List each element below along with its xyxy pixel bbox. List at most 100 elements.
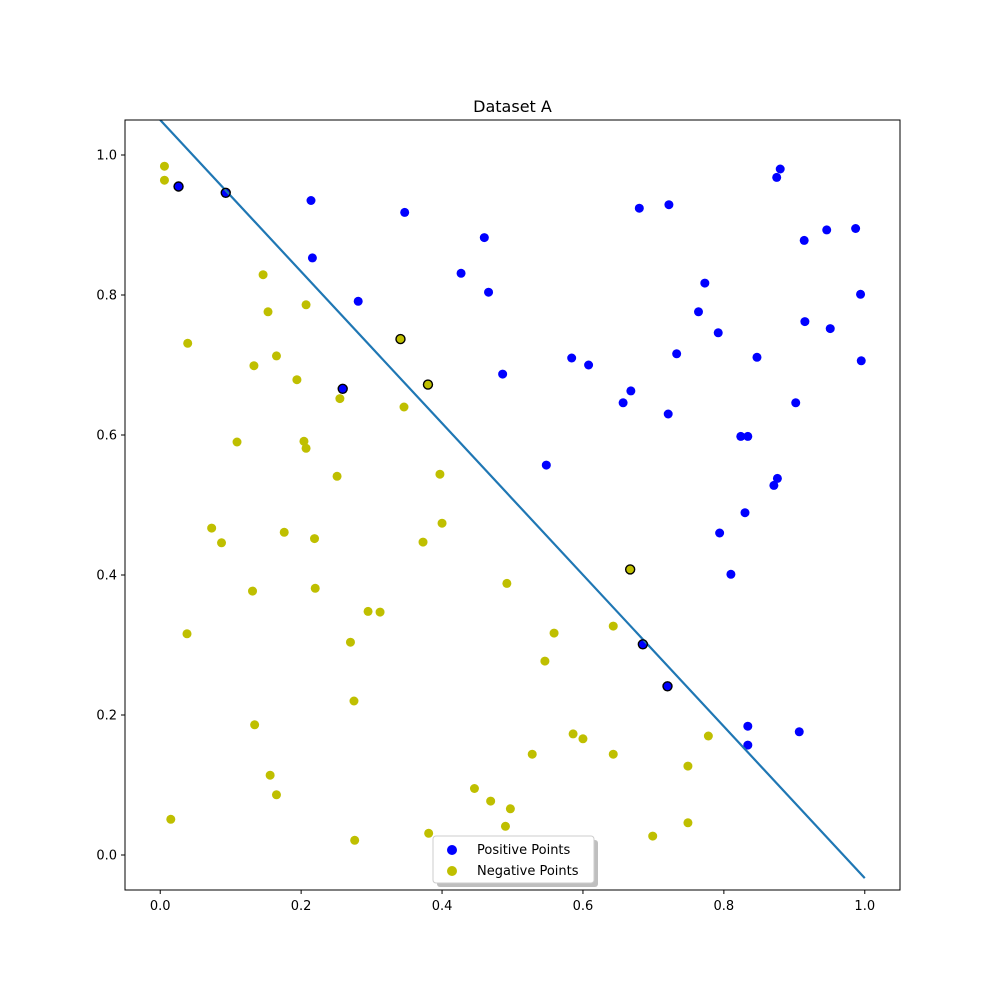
positive-point-39 [715,529,724,538]
negative-point-23 [438,519,447,528]
positive-point-29 [856,290,865,299]
negative-point-17 [435,470,444,479]
negative-point-36 [250,720,259,729]
positive-point-26 [800,236,809,245]
positive-point-43 [743,722,752,731]
positive-point-10 [498,370,507,379]
negative-point-0 [160,162,169,171]
negative-point-12 [400,403,409,412]
negative-point-7 [249,361,258,370]
negative-point-20 [280,528,289,537]
negative-point-35 [349,697,358,706]
x-tick-label-3: 0.6 [573,899,594,914]
negative-point-32 [540,657,549,666]
negative-point-41 [704,732,713,741]
x-tick-label-4: 0.8 [714,899,735,914]
negative-point-50 [648,832,657,841]
negative-point-29 [183,629,192,638]
negative-point-42 [683,762,692,771]
negative-point-48 [501,822,510,831]
negative-point-3 [302,300,311,309]
negative-point-47 [506,804,515,813]
positive-point-13 [542,461,551,470]
positive-point-25 [772,173,781,182]
positive-point-37 [769,481,778,490]
negative-point-53 [350,836,359,845]
positive-point-2 [307,196,316,205]
negative-point-2 [259,270,268,279]
y-tick-label-2: 0.4 [96,569,117,584]
x-tick-label-1: 0.2 [291,899,312,914]
positive-point-30 [800,317,809,326]
positive-point-27 [822,225,831,234]
negative-point-40 [609,750,618,759]
positive-point-22 [619,398,628,407]
x-tick-label-5: 1.0 [854,899,875,914]
negative-point-15 [302,444,311,453]
negative-point-27 [364,607,373,616]
y-tick-label-5: 1.0 [96,149,117,164]
positive-point-12 [584,361,593,370]
positive-point-4 [308,253,317,262]
negative-point-18 [207,524,216,533]
legend-marker-negative [447,866,457,876]
negative-point-13 [233,438,242,447]
negative-point-37 [569,729,578,738]
legend-label-positive: Positive Points [477,843,571,858]
positive-point-20 [752,353,761,362]
negative-point-11 [335,394,344,403]
negative-point-19 [217,538,226,547]
negative-point-5 [183,339,192,348]
negative-point-6 [272,351,281,360]
negative-point-39 [528,750,537,759]
positive-point-9 [484,288,493,297]
positive-point-23 [664,410,673,419]
negative-point-44 [272,790,281,799]
positive-point-18 [714,328,723,337]
negative-point-49 [683,818,692,827]
y-tick-label-4: 0.8 [96,289,117,304]
negative-point-21 [310,534,319,543]
positive-point-8 [457,269,466,278]
x-tick-label-2: 0.4 [432,899,453,914]
y-tick-label-0: 0.0 [96,849,117,864]
positive-point-28 [851,224,860,233]
chart-title: Dataset A [473,97,552,116]
positive-point-17 [694,307,703,316]
positive-point-7 [480,233,489,242]
positive-point-24 [776,165,785,174]
negative-point-16 [333,472,342,481]
legend: Positive Points Negative Points [433,836,598,887]
positive-point-45 [795,727,804,736]
positive-point-38 [741,508,750,517]
positive-point-31 [826,324,835,333]
y-tick-label-1: 0.2 [96,709,117,724]
x-tick-label-0: 0.0 [150,899,171,914]
negative-point-34 [609,622,618,631]
negative-point-46 [486,797,495,806]
positive-point-35 [743,432,752,441]
positive-point-33 [791,398,800,407]
positive-point-21 [626,386,635,395]
negative-point-51 [166,815,175,824]
positive-point-32 [857,356,866,365]
negative-point-4 [264,307,273,316]
legend-marker-positive [447,845,457,855]
positive-point-3 [400,208,409,217]
negative-point-45 [470,784,479,793]
negative-point-24 [248,587,257,596]
negative-point-31 [550,629,559,638]
negative-point-26 [502,579,511,588]
y-tick-label-3: 0.6 [96,429,117,444]
positive-point-5 [354,297,363,306]
positive-point-19 [672,349,681,358]
negative-point-52 [424,829,433,838]
legend-label-negative: Negative Points [477,864,579,879]
negative-point-30 [346,638,355,647]
negative-point-25 [311,584,320,593]
negative-point-1 [160,176,169,185]
positive-point-11 [567,354,576,363]
negative-point-8 [292,375,301,384]
positive-point-16 [700,279,709,288]
